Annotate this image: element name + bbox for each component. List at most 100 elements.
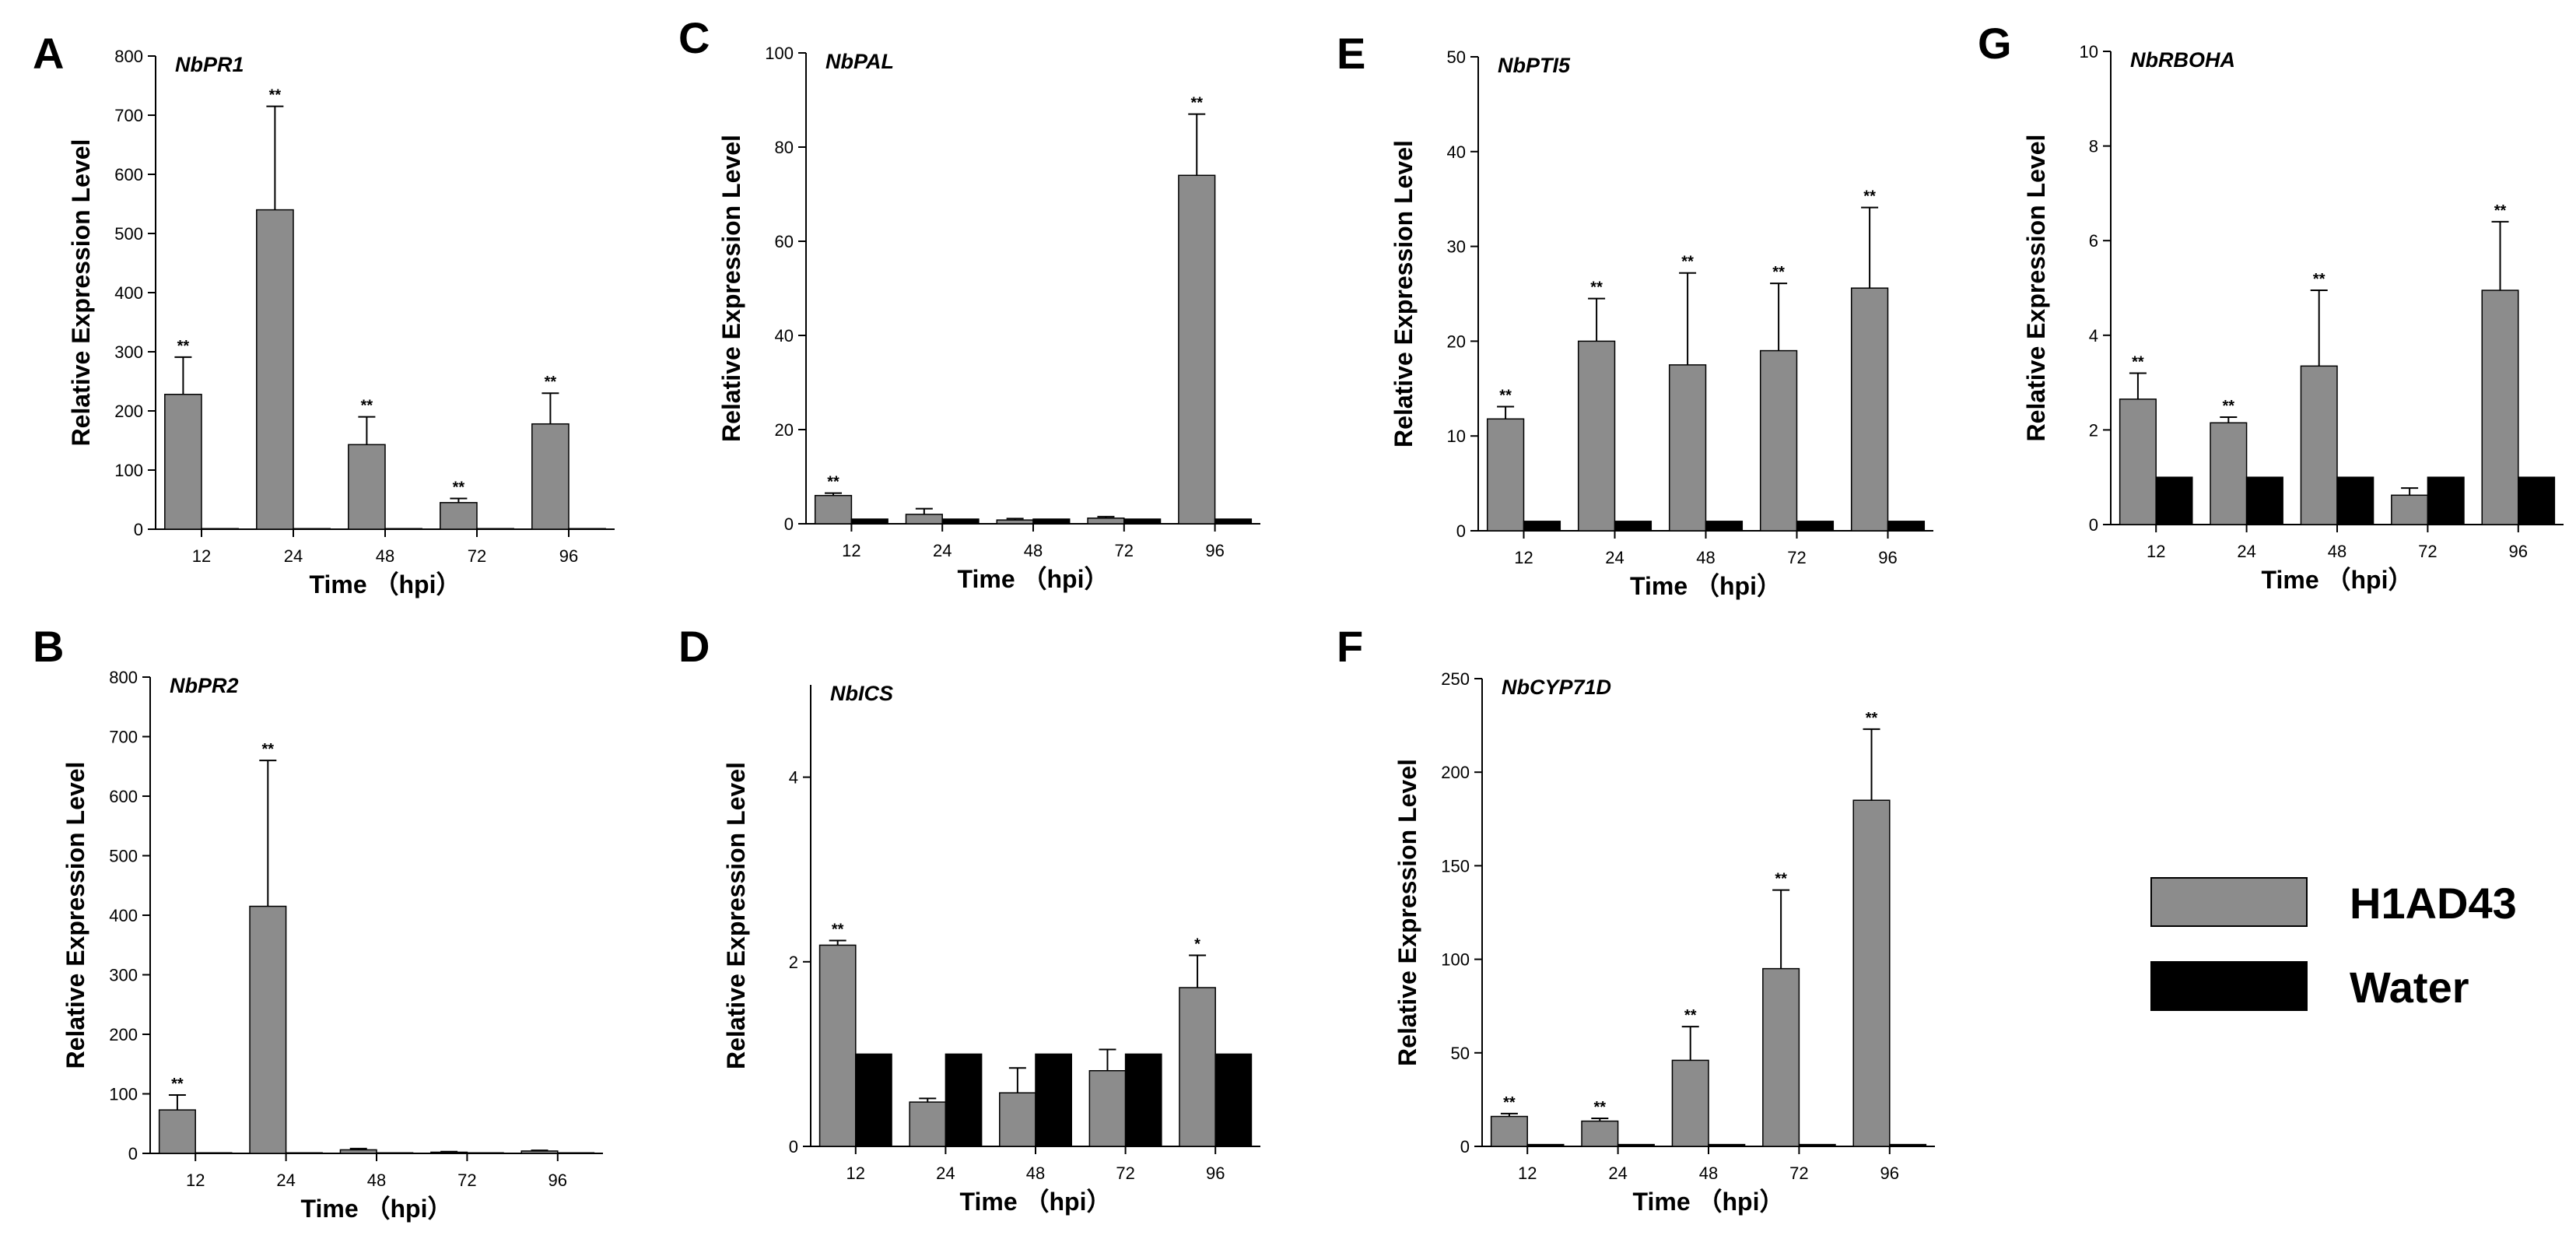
y-tick-label: 100: [1441, 950, 1470, 970]
y-tick-label: 100: [765, 44, 794, 63]
bar-water: [476, 528, 514, 530]
bar-water: [201, 528, 239, 530]
bar-h1ad43: [249, 905, 287, 1154]
y-tick-label: 20: [775, 420, 794, 440]
x-tick-label: 48: [367, 1171, 386, 1190]
y-tick-label: 40: [1447, 142, 1466, 162]
panel-letter: D: [678, 622, 710, 671]
bar-h1ad43: [1088, 1069, 1127, 1147]
bar-h1ad43: [440, 502, 478, 530]
x-axis-title: Time （hpi）: [1630, 572, 1782, 600]
chart-panels: A NbPR1010020030040050060070080012**24**4…: [33, 13, 2564, 1223]
significance-mark: **: [453, 479, 465, 496]
significance-mark: **: [1503, 1094, 1516, 1111]
y-tick-label: 0: [2089, 515, 2098, 535]
bar-water: [1705, 521, 1744, 532]
bar-water: [1617, 1143, 1655, 1147]
bar-h1ad43: [1490, 1115, 1528, 1147]
legend-label-water: Water: [2350, 963, 2469, 1012]
y-tick-label: 0: [128, 1144, 138, 1164]
x-tick-label: 24: [276, 1171, 295, 1190]
y-tick-label: 300: [109, 966, 138, 985]
bar-water: [2427, 476, 2465, 525]
bar-h1ad43: [1852, 799, 1891, 1147]
y-tick-label: 30: [1447, 237, 1466, 257]
y-tick-label: 4: [2089, 326, 2098, 346]
y-axis-title: Relative Expression Level: [722, 762, 750, 1069]
x-tick-label: 96: [559, 546, 578, 566]
bar-h1ad43: [256, 209, 294, 530]
y-tick-label: 250: [1441, 669, 1470, 689]
bar-water: [2518, 476, 2556, 525]
y-tick-label: 0: [784, 514, 794, 534]
y-axis-title: Relative Expression Level: [2022, 135, 2050, 442]
y-tick-label: 200: [114, 402, 143, 421]
x-tick-label: 96: [548, 1171, 567, 1190]
x-tick-label: 12: [2147, 542, 2165, 561]
y-tick-label: 100: [114, 461, 143, 480]
bar-water: [1887, 521, 1926, 532]
significance-mark: **: [827, 474, 839, 491]
y-tick-label: 100: [109, 1085, 138, 1104]
bar-water: [941, 518, 980, 525]
y-tick-label: 40: [775, 326, 794, 346]
y-tick-label: 800: [109, 668, 138, 687]
x-tick-label: 72: [1789, 1164, 1808, 1183]
y-tick-label: 300: [114, 342, 143, 362]
gene-name: NbPR2: [170, 674, 239, 697]
x-tick-label: 48: [1699, 1164, 1718, 1183]
x-tick-label: 96: [1880, 1164, 1899, 1183]
y-tick-label: 700: [114, 106, 143, 125]
significance-mark: **: [269, 87, 282, 104]
significance-mark: **: [1681, 254, 1694, 271]
panel-letter: F: [1337, 622, 1363, 671]
x-tick-label: 12: [1514, 548, 1533, 567]
y-tick-label: 700: [109, 728, 138, 747]
bar-h1ad43: [2210, 422, 2248, 525]
x-axis-title: Time （hpi）: [2262, 566, 2413, 594]
bar-h1ad43: [1178, 174, 1216, 525]
y-tick-label: 500: [109, 847, 138, 866]
panel-letter: C: [678, 13, 710, 62]
gene-name: NbPR1: [175, 53, 244, 76]
significance-mark: **: [2132, 353, 2144, 370]
x-tick-label: 48: [376, 546, 394, 566]
x-tick-label: 72: [468, 546, 486, 566]
x-axis-title: Time （hpi）: [301, 1195, 453, 1223]
y-tick-label: 2: [2089, 420, 2098, 440]
bar-h1ad43: [909, 1101, 947, 1147]
x-tick-label: 12: [1518, 1164, 1537, 1183]
bar-water: [855, 1053, 892, 1147]
y-axis-title: Relative Expression Level: [717, 135, 745, 442]
bar-water: [293, 528, 331, 530]
y-tick-label: 600: [109, 787, 138, 806]
bar-h1ad43: [1671, 1059, 1709, 1147]
significance-mark: **: [2313, 271, 2325, 288]
legend-label-h1ad43: H1AD43: [2350, 879, 2517, 928]
y-tick-label: 60: [775, 232, 794, 251]
significance-mark: **: [171, 1076, 184, 1093]
bar-h1ad43: [2391, 494, 2429, 525]
x-tick-label: 48: [1026, 1164, 1045, 1183]
y-tick-label: 800: [114, 47, 143, 66]
bar-water: [1214, 1053, 1253, 1147]
x-axis-title: Time （hpi）: [960, 1188, 1112, 1216]
bar-water: [1889, 1143, 1927, 1147]
bar-h1ad43: [999, 1092, 1036, 1147]
significance-mark: **: [1775, 871, 1787, 888]
y-tick-label: 50: [1447, 47, 1466, 67]
y-tick-label: 600: [114, 165, 143, 184]
bar-h1ad43: [158, 1109, 196, 1154]
y-tick-label: 0: [789, 1137, 798, 1156]
x-tick-label: 24: [933, 541, 952, 560]
bar-h1ad43: [1668, 364, 1707, 532]
bar-h1ad43: [348, 444, 386, 530]
significance-mark: **: [545, 374, 557, 391]
bar-h1ad43: [164, 393, 202, 530]
legend-swatch-h1ad43: [2150, 877, 2308, 927]
panel-letter: A: [33, 29, 64, 78]
bar-h1ad43: [814, 494, 853, 525]
bar-water: [1214, 518, 1253, 525]
bar-water: [1798, 1143, 1836, 1147]
